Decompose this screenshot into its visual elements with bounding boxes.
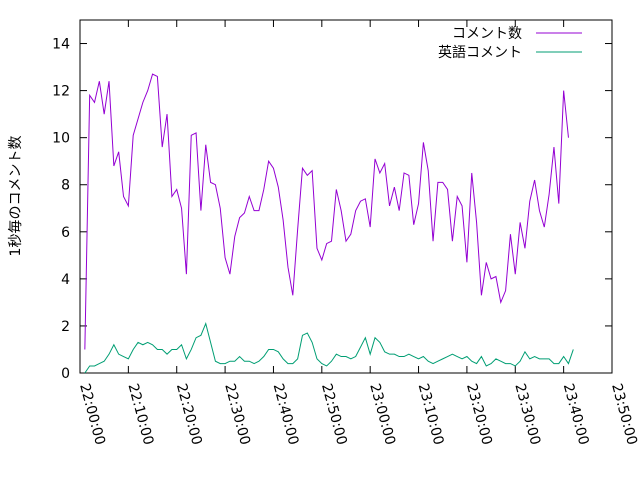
x-tick-label: 22:40:00 (270, 382, 302, 447)
series-line-1 (84, 73, 569, 350)
y-tick-label: 8 (61, 178, 70, 194)
x-tick-label: 23:10:00 (415, 382, 447, 447)
y-tick-label: 2 (61, 319, 70, 335)
y-axis-title: 1秒毎のコメント数 (8, 136, 24, 257)
series-line-2 (84, 321, 574, 374)
x-tick-label: 22:10:00 (124, 382, 156, 447)
y-tick-label: 0 (61, 366, 70, 382)
y-tick-label: 12 (52, 84, 70, 100)
series-lines (84, 73, 574, 374)
x-tick-label: 23:00:00 (366, 382, 398, 447)
x-tick-label: 23:50:00 (608, 382, 640, 447)
y-tick-label: 10 (52, 131, 70, 147)
x-tick-label: 23:40:00 (560, 382, 592, 447)
x-tick-label: 22:50:00 (318, 382, 350, 447)
legend-label-1: コメント数 (452, 26, 522, 42)
y-tick-label: 4 (61, 272, 70, 288)
y-tick-label: 14 (52, 37, 70, 53)
x-tick-label: 22:00:00 (76, 382, 108, 447)
y-tick-label: 6 (61, 225, 70, 241)
x-axis: 22:00:00 22:10:00 22:20:00 22:30:00 22:40:00… (76, 20, 640, 447)
plot-frame (79, 19, 613, 374)
y-axis: 0 2 4 6 8 10 12 14 (52, 37, 612, 382)
x-tick-label: 23:30:00 (511, 382, 543, 447)
x-tick-label: 23:20:00 (463, 382, 495, 447)
x-tick-label: 22:30:00 (221, 382, 253, 447)
legend-label-2: 英語コメント (438, 44, 522, 61)
x-tick-label: 22:20:00 (173, 382, 205, 447)
